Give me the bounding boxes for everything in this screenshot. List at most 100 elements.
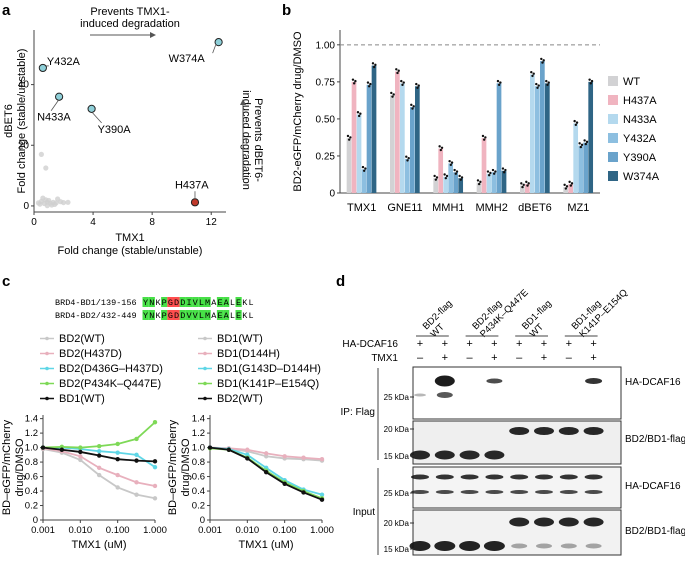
legend-label: BD1(K141P–E154Q) <box>217 378 319 390</box>
data-point <box>115 485 120 490</box>
data-point <box>115 456 120 462</box>
y-tick-label: 0.50 <box>316 114 336 125</box>
bar-wt <box>433 178 439 193</box>
x-tick-label: 0.100 <box>106 525 130 536</box>
x-tick-label: 0.100 <box>273 525 297 536</box>
bar-y390a <box>410 107 415 193</box>
text-line: TMX1 <box>115 232 144 244</box>
point-y390a <box>87 104 96 113</box>
band-input-hadcaf16 <box>460 474 479 480</box>
point-leader <box>212 44 216 54</box>
replicate-dot <box>535 82 538 86</box>
data-point <box>152 464 158 470</box>
replicate-dot <box>401 83 404 87</box>
replicate-dot <box>482 138 486 141</box>
replicate-dot <box>575 121 579 124</box>
replicate-dot <box>578 142 581 145</box>
data-point <box>115 472 120 478</box>
y-tick-label: 0 <box>33 515 38 526</box>
legend-label-w374a: W374A <box>623 171 660 183</box>
replicate-dot <box>412 105 415 108</box>
replicate-dot <box>584 142 588 146</box>
data-point <box>115 450 120 455</box>
band-ip-bd1-flag <box>583 427 604 435</box>
point-label-h437a: H437A <box>175 179 209 191</box>
row-label-hadcaf16: HA-DCAF16 <box>342 339 398 350</box>
background-point <box>55 196 61 202</box>
band-input-hadcaf16 <box>435 474 454 480</box>
data-point <box>78 445 83 450</box>
bar-y432a <box>578 145 584 193</box>
replicate-dot <box>458 174 461 178</box>
residue-highlight <box>204 310 211 320</box>
bar-w374a <box>545 83 550 193</box>
replicate-dot <box>542 59 545 62</box>
legend-label: BD1(WT) <box>217 333 263 345</box>
residue: K <box>155 311 161 321</box>
category-label: GNE11 <box>387 202 422 214</box>
point-leader <box>92 112 102 124</box>
tmx1-sign: + <box>491 352 497 364</box>
legend-label: BD2(WT) <box>59 333 105 345</box>
legend-label-h437a: H437A <box>623 95 657 107</box>
data-point <box>319 456 325 462</box>
residue: L <box>199 298 204 308</box>
kda-label: 20 kDa <box>384 519 410 528</box>
residue: A <box>211 298 217 308</box>
bar-y390a <box>583 142 589 193</box>
replicate-dot <box>356 111 360 114</box>
replicate-dot <box>438 145 441 148</box>
replicate-dot <box>489 171 492 175</box>
band-input-hadcaf16 <box>584 490 603 494</box>
legend-marker <box>45 381 49 386</box>
replicate-dot <box>580 143 584 147</box>
replicate-dot <box>502 171 506 174</box>
y-tick-label: 1.2 <box>25 428 38 439</box>
legend-marker <box>45 336 49 341</box>
text-line: Fold change (stable/unstable) <box>58 245 203 257</box>
x-axis-title: TMX1 (uM) <box>72 539 127 551</box>
data-point <box>245 456 250 461</box>
point-label-y390a: Y390A <box>98 124 132 136</box>
y-tick-label: 1.4 <box>192 414 205 425</box>
x-tick-label: 12 <box>206 217 218 228</box>
data-point <box>78 449 83 455</box>
text-line: Prevents dBET6- <box>252 98 264 182</box>
replicate-dot <box>525 180 528 184</box>
bar-wt <box>563 187 569 193</box>
replicate-dot <box>443 173 446 176</box>
data-point <box>152 496 158 501</box>
y-tick-label: 1.0 <box>25 443 38 454</box>
residue: V <box>193 298 199 308</box>
replicate-dot <box>499 81 502 84</box>
point-y432a <box>38 63 47 73</box>
data-point <box>152 459 158 464</box>
replicate-dot <box>583 139 586 142</box>
band-input-hadcaf16 <box>584 474 603 480</box>
replicate-dot <box>397 69 400 72</box>
replicate-dot <box>526 184 529 187</box>
bar-y390a <box>366 84 372 193</box>
residue: M <box>205 311 210 321</box>
residue-highlight <box>185 297 193 307</box>
legend-marker <box>203 366 207 371</box>
replicate-dot <box>459 178 463 181</box>
band-input-bd1-flag <box>534 517 554 527</box>
hadcaf16-sign: + <box>442 338 448 350</box>
replicate-dot <box>352 82 356 85</box>
residue: K <box>242 298 248 308</box>
replicate-dot <box>579 145 583 149</box>
category-label: dBET6 <box>518 202 552 214</box>
x-tick-label: 0.010 <box>68 525 92 536</box>
band-input-hadcaf16 <box>411 474 429 480</box>
replicate-dot <box>455 170 459 173</box>
text-line: induced degradation <box>240 90 252 190</box>
row-label-tmx1: TMX1 <box>371 353 398 364</box>
category-label: MMH2 <box>475 202 507 214</box>
residue: D <box>180 298 185 308</box>
residue-highlight <box>142 310 149 320</box>
residue-highlight <box>161 310 168 320</box>
replicate-dot <box>520 182 523 185</box>
blot-bands <box>409 375 604 551</box>
residue-highlight <box>216 310 224 320</box>
